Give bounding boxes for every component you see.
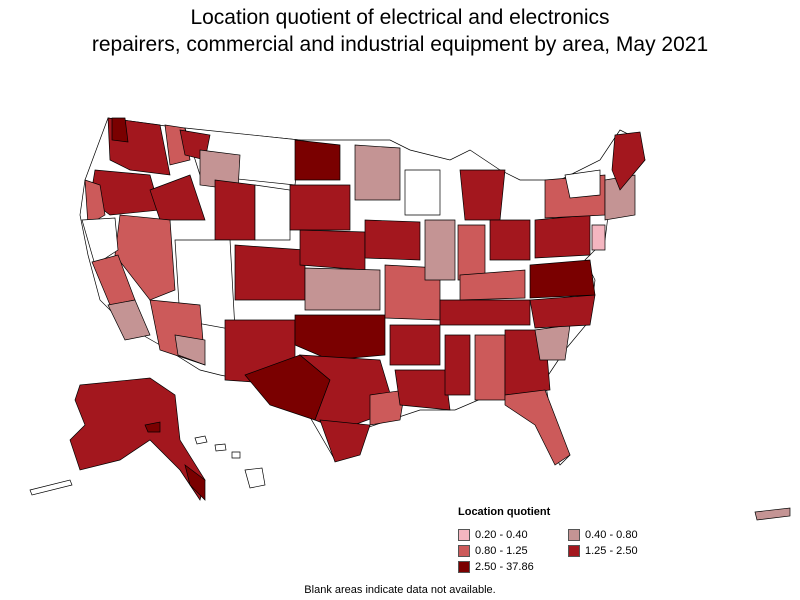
legend-grid: 0.20 - 0.40 0.40 - 0.80 0.80 - 1.25 1.25… bbox=[458, 528, 698, 573]
region-indiana bbox=[457, 224, 486, 281]
region-colorado bbox=[234, 244, 306, 301]
region-new-york-upstate bbox=[564, 169, 601, 199]
region-arizona-east bbox=[174, 334, 206, 366]
region-wisconsin bbox=[404, 169, 441, 216]
legend-item-1: 0.40 - 0.80 bbox=[568, 528, 678, 541]
legend-item-0: 0.20 - 0.40 bbox=[458, 528, 568, 541]
region-north-carolina bbox=[529, 294, 596, 329]
region-alabama bbox=[474, 334, 506, 401]
legend-label-0: 0.20 - 0.40 bbox=[475, 528, 528, 541]
region-texas-gulf bbox=[369, 389, 406, 426]
region-california-south bbox=[107, 299, 151, 341]
hawaii bbox=[194, 435, 266, 489]
region-maine bbox=[611, 131, 646, 191]
region-illinois bbox=[424, 219, 456, 281]
region-north-dakota bbox=[294, 139, 341, 181]
region-kentucky bbox=[459, 269, 526, 301]
hawaii-island-4 bbox=[244, 467, 266, 489]
region-puerto-rico bbox=[754, 507, 791, 521]
hawaii-island-3 bbox=[231, 451, 241, 459]
region-arkansas bbox=[389, 324, 441, 366]
legend-swatch-3 bbox=[568, 544, 580, 557]
region-pennsylvania bbox=[534, 214, 591, 259]
legend-item-2: 0.80 - 1.25 bbox=[458, 544, 568, 557]
region-idaho-south bbox=[149, 174, 206, 221]
region-louisiana bbox=[394, 369, 451, 411]
region-new-jersey bbox=[591, 224, 606, 251]
region-ohio bbox=[489, 219, 531, 261]
region-michigan bbox=[459, 169, 506, 221]
legend-item-4: 2.50 - 37.86 bbox=[458, 560, 568, 573]
region-california-north bbox=[81, 217, 119, 266]
title-line-2: repairers, commercial and industrial equ… bbox=[91, 33, 709, 56]
legend-item-3: 1.25 - 2.50 bbox=[568, 544, 678, 557]
region-virginia bbox=[529, 259, 596, 299]
map-regions bbox=[79, 117, 646, 466]
region-nebraska bbox=[299, 229, 366, 271]
region-alaska bbox=[69, 377, 206, 501]
region-texas-south bbox=[319, 419, 371, 463]
region-alaska-southeast bbox=[184, 464, 206, 501]
region-tennessee bbox=[439, 299, 531, 326]
map-title: Location quotient of electrical and elec… bbox=[0, 4, 800, 58]
region-south-dakota bbox=[289, 184, 351, 231]
legend-label-2: 0.80 - 1.25 bbox=[475, 544, 528, 557]
legend-swatch-4 bbox=[458, 560, 470, 573]
region-iowa bbox=[364, 219, 421, 261]
legend-swatch-2 bbox=[458, 544, 470, 557]
region-wyoming bbox=[214, 179, 256, 241]
region-oklahoma bbox=[294, 314, 386, 361]
title-line-1: Location quotient of electrical and elec… bbox=[190, 6, 610, 29]
region-alaska-kenai bbox=[144, 421, 161, 433]
region-florida bbox=[504, 389, 571, 466]
puerto-rico bbox=[754, 507, 791, 521]
legend-swatch-1 bbox=[568, 528, 580, 541]
alaska bbox=[29, 377, 206, 501]
legend-swatch-0 bbox=[458, 528, 470, 541]
legend-label-1: 0.40 - 0.80 bbox=[585, 528, 638, 541]
hawaii-island-2 bbox=[214, 443, 227, 452]
footnote: Blank areas indicate data not available. bbox=[304, 584, 496, 596]
legend-label-4: 2.50 - 37.86 bbox=[475, 560, 534, 573]
region-oregon-coast bbox=[84, 179, 106, 226]
legend-label-3: 1.25 - 2.50 bbox=[585, 544, 638, 557]
legend: Location quotient 0.20 - 0.40 0.40 - 0.8… bbox=[458, 506, 698, 573]
alaska-aleutians bbox=[29, 479, 73, 496]
region-wyoming-east bbox=[254, 184, 291, 241]
region-washington-west bbox=[111, 117, 129, 143]
region-south-carolina bbox=[534, 324, 571, 361]
region-minnesota bbox=[354, 144, 401, 201]
legend-title: Location quotient bbox=[458, 506, 551, 518]
region-kansas bbox=[304, 267, 381, 311]
hawaii-island-1 bbox=[194, 435, 208, 445]
region-mississippi bbox=[444, 334, 471, 396]
